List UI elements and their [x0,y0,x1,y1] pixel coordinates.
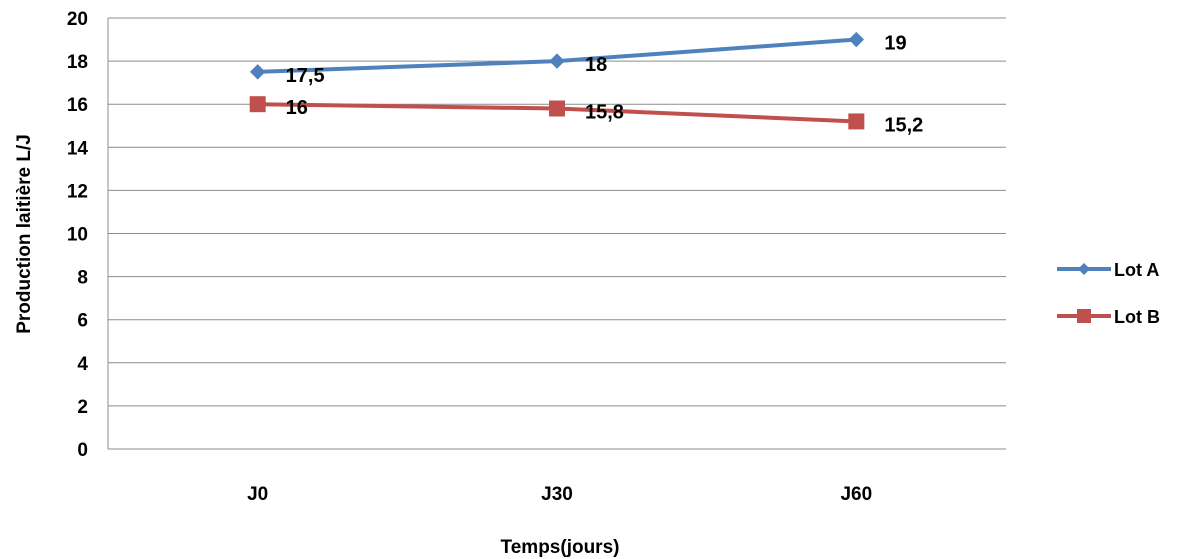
x-tick-label: J60 [840,484,872,505]
x-tick-label: J30 [541,484,573,505]
legend-marker [1077,309,1091,323]
legend-label: Lot A [1114,260,1159,280]
y-tick-label: 10 [67,225,88,246]
series-lot-a: 17,5 18 19 [249,31,907,87]
data-point [549,53,565,69]
data-label: 17,5 [286,65,325,87]
series-group: 17,5 18 19 16 15,8 15,2 [249,31,923,136]
y-tick-label: 20 [67,9,88,30]
data-point [249,96,266,113]
legend-label: Lot B [1114,307,1160,327]
data-label: 19 [884,33,906,55]
y-tick-label: 18 [67,52,88,73]
data-point [848,31,865,48]
data-label: 16 [286,97,308,119]
series-lot-b: 16 15,8 15,2 [249,96,923,136]
y-tick-label: 2 [77,397,88,418]
y-tick-label: 16 [67,95,88,116]
x-axis-title: Temps(jours) [501,537,620,558]
data-label: 15,2 [884,114,923,136]
data-point [249,64,266,80]
gridlines [107,17,1006,450]
x-tick-label: J0 [247,484,268,505]
y-axis-title: Production laitière L/J [14,134,35,334]
legend: Lot A Lot B [1057,260,1160,327]
y-tick-label: 0 [77,440,88,461]
data-label: 15,8 [585,102,624,124]
y-tick-label: 12 [67,181,88,202]
y-tick-label: 6 [77,311,88,332]
y-tick-label: 14 [67,138,89,159]
data-point [848,113,865,130]
x-axis-ticks: J0 J30 J60 [247,484,872,505]
y-tick-label: 8 [77,268,88,289]
data-point [549,100,565,117]
y-tick-label: 4 [77,354,88,375]
y-axis-ticks: 0 2 4 6 8 10 12 14 16 18 20 [67,9,89,461]
legend-marker [1078,263,1090,275]
data-label: 18 [585,54,607,76]
legend-item: Lot A [1057,260,1159,280]
legend-item: Lot B [1057,307,1160,327]
